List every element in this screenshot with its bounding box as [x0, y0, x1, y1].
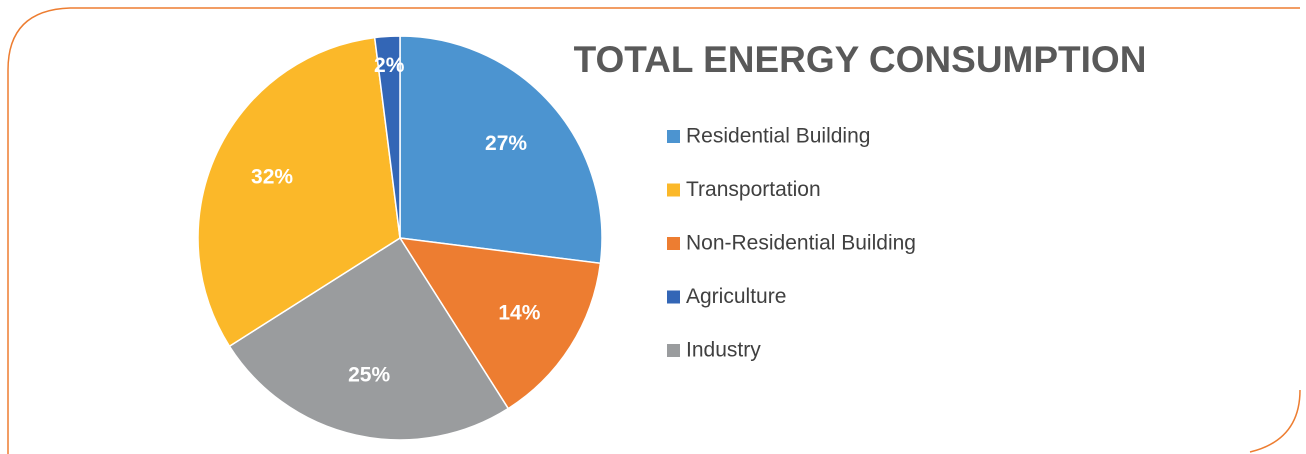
legend-swatch — [667, 183, 680, 197]
legend-label: Transportation — [686, 178, 821, 201]
data-label: 14% — [498, 301, 540, 324]
data-label: 27% — [485, 132, 527, 155]
legend-swatch — [667, 290, 680, 304]
pie-slice — [228, 236, 510, 441]
legend-swatch — [667, 344, 680, 357]
legend-label: Non-Residential Building — [686, 232, 916, 255]
pie-slice — [373, 35, 401, 239]
legend-label: Agriculture — [686, 285, 786, 308]
legend-swatch — [667, 237, 680, 250]
pie-slice — [399, 35, 603, 265]
pie-slice — [398, 237, 602, 410]
legend-label: Industry — [686, 339, 761, 362]
legend-label: Residential Building — [686, 125, 870, 148]
data-label: 32% — [251, 165, 293, 188]
data-label: 2% — [374, 54, 405, 77]
chart-title: TOTAL ENERGY CONSUMPTION — [574, 39, 1147, 80]
pie-slice — [197, 36, 401, 348]
data-label: 25% — [348, 364, 390, 387]
legend-swatch — [667, 130, 680, 143]
frame — [7, 7, 1301, 454]
